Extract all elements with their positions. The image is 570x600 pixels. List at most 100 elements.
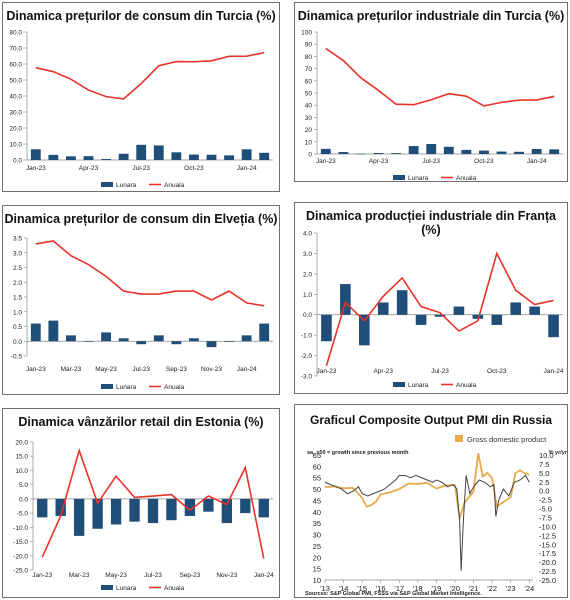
chart-panel-france-ip: Dinamica producției industriale din Fran… [294, 202, 568, 394]
legend-label-lunara: Lunara [116, 384, 137, 391]
legend-label-lunara: Lunara [408, 382, 429, 389]
y-tick-label: -2.0 [301, 353, 313, 360]
turkey-cpi-chart: 0.0 10.0 20.0 30.0 40.0 50.0 60.0 70.0 80.0 Jan-2… [9, 30, 273, 189]
x-tick-label: Jan-24 [254, 572, 274, 579]
bar [377, 302, 389, 315]
x-tick-label: '17 [394, 584, 404, 593]
bar [443, 146, 454, 154]
y-right-tick-label: 2.5 [539, 478, 549, 487]
y-left-tick-label: 40 [313, 508, 321, 517]
y-left-tick-label: 60 [313, 462, 321, 471]
bar [479, 150, 489, 154]
x-tick-label: Jul-23 [422, 158, 440, 165]
y-tick-label: 0.0 [19, 496, 28, 503]
bar [30, 149, 41, 160]
line-series [41, 447, 265, 559]
y-tick-label: 20 [305, 127, 313, 134]
chart-panel-turkey-ppi: Dinamica prețurilor industriale din Turc… [294, 2, 568, 182]
bar [491, 314, 503, 325]
y-tick-label: 40.0 [9, 94, 22, 101]
russia-pmi-chart: Gross domestic product sa, >50 = growth s… [305, 435, 568, 597]
bar [171, 152, 182, 160]
bar [373, 153, 384, 154]
x-tick-label: Apr-23 [373, 368, 393, 375]
x-tick-label: Jan-24 [527, 158, 547, 165]
bar [147, 498, 159, 524]
y-tick-label: 100 [301, 30, 312, 37]
y-tick-label: 30 [305, 115, 313, 122]
x-tick-label: Oct-23 [184, 165, 204, 172]
y-right-tick-label: 0.0 [539, 487, 549, 496]
y-tick-label: 80.0 [9, 30, 22, 37]
x-tick-label: '18 [413, 584, 423, 593]
x-tick-label: '19 [432, 584, 442, 593]
y-tick-label: 1.0 [13, 309, 22, 316]
bar [548, 314, 559, 338]
y-tick-label: -10.0 [13, 525, 28, 532]
chart-title: Dinamica vânzărilor retail din Estonia (… [18, 415, 264, 429]
y-right-tick-label: 10.0 [539, 451, 554, 460]
x-tick-label: Mar-23 [61, 366, 82, 373]
legend-swatch-lunara [393, 175, 405, 180]
bar [241, 335, 252, 342]
x-tick-label: Jan-23 [317, 368, 337, 375]
y-tick-label: 0.5 [13, 324, 22, 331]
chart-panel-turkey-cpi: Dinamica prețurilor de consum din Turcia… [2, 2, 280, 192]
legend-swatch-lunara [101, 182, 113, 187]
y-tick-label: 60.0 [9, 62, 22, 69]
bar [92, 498, 103, 529]
x-tick-label: Apr-23 [369, 158, 389, 165]
legend-label-anuala: Anuala [456, 175, 477, 182]
bar [73, 498, 85, 536]
x-tick-label: Jul-23 [132, 366, 150, 373]
bar [55, 498, 66, 516]
x-tick-label: Oct-23 [487, 368, 507, 375]
x-tick-label: Sep-23 [166, 366, 187, 373]
x-tick-label: '20 [450, 584, 460, 593]
y-tick-label: 4.0 [303, 231, 312, 238]
x-tick-label: Nov-23 [216, 572, 237, 579]
chart-title: Dinamica producției industriale din Fran… [305, 209, 557, 237]
y-tick-label: 1.5 [13, 295, 22, 302]
legend-label-anuala: Anuala [164, 384, 185, 391]
bar [171, 341, 182, 345]
y-tick-label: 3.5 [13, 236, 22, 243]
y-left-tick-label: 55 [313, 474, 321, 483]
bar [189, 338, 199, 342]
y-left-tick-label: 45 [313, 496, 321, 505]
legend-label-anuala: Anuala [164, 585, 185, 592]
y-right-tick-label: 7.5 [539, 460, 549, 469]
source-note: Sources: S&P Global PMI, FSSS via S&P Gl… [305, 591, 482, 597]
bar [359, 314, 370, 346]
bar [206, 154, 217, 160]
line-series [35, 240, 265, 307]
bar [514, 151, 524, 154]
line-series [35, 51, 265, 100]
bar [224, 341, 234, 342]
y-right-tick-label: -2.5 [539, 496, 552, 505]
chart-title: Dinamica prețurilor de consum din Elveți… [4, 212, 278, 226]
bar [496, 151, 507, 154]
bar [48, 320, 59, 342]
chart-panel-estonia-retail: Dinamica vânzărilor retail din Estonia (… [2, 408, 280, 598]
y-tick-label: 90 [305, 42, 313, 49]
bar [472, 314, 484, 319]
bar [426, 143, 437, 154]
bar [415, 314, 427, 325]
legend-swatch-gdp [455, 435, 463, 442]
x-tick-label: Jul-23 [431, 368, 449, 375]
x-tick-label: Jan-24 [544, 368, 564, 375]
y-left-tick-label: 50 [313, 485, 321, 494]
y-tick-label: -15.0 [13, 539, 28, 546]
x-tick-label: '13 [320, 584, 330, 593]
y-tick-label: 2.0 [303, 271, 312, 278]
legend-label-lunara: Lunara [116, 182, 137, 189]
bar [549, 149, 560, 154]
x-tick-label: '22 [487, 584, 497, 593]
x-tick-label: Jul-23 [144, 572, 162, 579]
chart-title: Graficul Composite Output PMI din Russia [309, 413, 552, 427]
bar [356, 153, 366, 155]
y-tick-label: -25.0 [13, 568, 28, 575]
bar [83, 341, 94, 342]
right-axis-label: % yr/yr [549, 450, 568, 456]
